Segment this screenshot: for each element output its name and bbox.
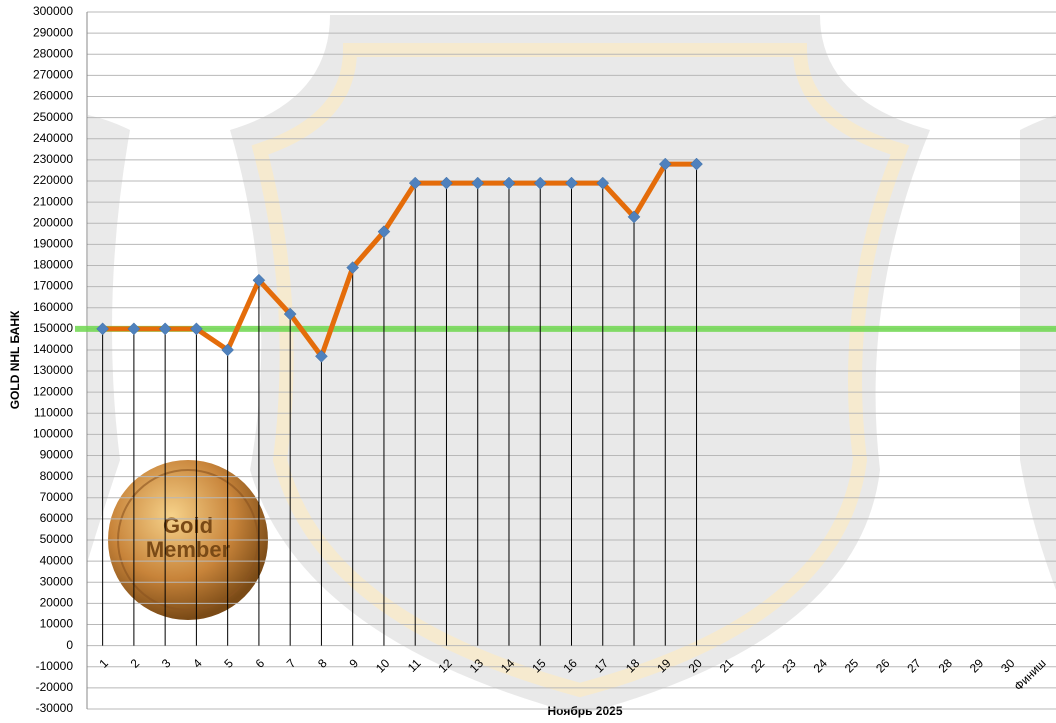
x-tick-label: 26 xyxy=(873,656,893,676)
y-tick-label: 230000 xyxy=(33,152,73,166)
x-tick-label: 28 xyxy=(936,656,956,676)
point-marker xyxy=(408,176,422,190)
x-tick-label: 27 xyxy=(904,656,924,676)
y-tick-label: -30000 xyxy=(36,701,74,715)
shield-right xyxy=(1020,115,1056,590)
y-tick-label: 280000 xyxy=(33,46,73,60)
y-tick-label: 60000 xyxy=(40,511,74,525)
point-marker xyxy=(158,322,172,336)
x-tick-label: 6 xyxy=(253,656,268,671)
point-marker xyxy=(471,176,485,190)
y-tick-label: 0 xyxy=(66,638,73,652)
x-tick-label: 24 xyxy=(811,656,831,676)
x-tick-label: 3 xyxy=(159,656,174,671)
x-tick-label: 9 xyxy=(346,656,361,671)
y-tick-label: 40000 xyxy=(40,553,74,567)
y-tick-label: -20000 xyxy=(36,680,74,694)
x-axis-title: Ноябрь 2025 xyxy=(548,704,623,718)
y-tick-label: 210000 xyxy=(33,194,73,208)
point-marker xyxy=(315,349,328,363)
badge-text: Gold xyxy=(163,513,213,538)
y-tick-label: 250000 xyxy=(33,110,73,124)
y-tick-label: 10000 xyxy=(40,617,74,631)
y-tick-label: 290000 xyxy=(33,25,73,39)
point-marker xyxy=(533,176,547,190)
point-marker xyxy=(627,210,641,224)
x-tick-label: 11 xyxy=(405,656,424,675)
x-tick-label: 25 xyxy=(842,656,862,676)
point-marker xyxy=(252,273,266,287)
x-tick-label: 30 xyxy=(998,656,1018,676)
y-tick-label: 30000 xyxy=(40,574,74,588)
x-tick-label: 8 xyxy=(315,656,330,671)
y-tick-label: 90000 xyxy=(40,448,74,462)
point-marker xyxy=(596,176,610,190)
y-tick-label: 300000 xyxy=(33,4,73,18)
y-tick-label: 260000 xyxy=(33,89,73,103)
y-tick-label: 240000 xyxy=(33,131,73,145)
point-marker xyxy=(658,157,672,171)
y-tick-label: 200000 xyxy=(33,215,73,229)
point-marker xyxy=(221,343,235,357)
y-tick-label: 220000 xyxy=(33,173,73,187)
y-tick-label: 70000 xyxy=(40,490,74,504)
y-tick-label: 190000 xyxy=(33,237,73,251)
y-tick-label: 150000 xyxy=(33,321,73,335)
point-marker xyxy=(377,225,391,239)
point-marker xyxy=(127,322,141,336)
y-axis-title: GOLD NHL БАНК xyxy=(8,310,22,409)
x-tick-label: 23 xyxy=(779,656,799,676)
y-tick-label: 120000 xyxy=(33,384,73,398)
y-tick-label: 270000 xyxy=(33,68,73,82)
y-tick-label: 80000 xyxy=(40,469,74,483)
badge-text: Member xyxy=(146,537,231,562)
point-marker xyxy=(190,322,203,336)
y-tick-label: 170000 xyxy=(33,279,73,293)
y-tick-label: 50000 xyxy=(40,532,74,546)
y-tick-label: 110000 xyxy=(34,405,73,419)
x-tick-label: 7 xyxy=(284,656,299,671)
shield xyxy=(230,15,930,715)
y-tick-label: 160000 xyxy=(33,300,73,314)
y-tick-label: 140000 xyxy=(33,342,73,356)
y-tick-label: 130000 xyxy=(33,363,73,377)
x-tick-label: 1 xyxy=(96,656,111,671)
x-tick-label: 22 xyxy=(748,656,768,676)
point-marker xyxy=(565,176,578,190)
x-tick-label: 5 xyxy=(221,656,236,671)
point-marker xyxy=(502,176,516,190)
x-tick-label: 29 xyxy=(967,656,987,676)
point-marker xyxy=(440,176,453,190)
point-marker xyxy=(346,261,360,274)
shield-left xyxy=(88,115,130,560)
point-marker xyxy=(96,322,109,336)
point-marker xyxy=(690,157,703,171)
y-tick-label: 100000 xyxy=(33,427,73,441)
y-tick-label: 20000 xyxy=(40,596,74,610)
y-tick-label: -10000 xyxy=(36,659,74,673)
x-tick-label: 4 xyxy=(190,656,205,671)
point-marker xyxy=(283,307,297,321)
y-tick-label: 180000 xyxy=(33,258,73,272)
x-tick-label: 2 xyxy=(128,656,143,671)
x-tick-label: 10 xyxy=(373,656,393,676)
